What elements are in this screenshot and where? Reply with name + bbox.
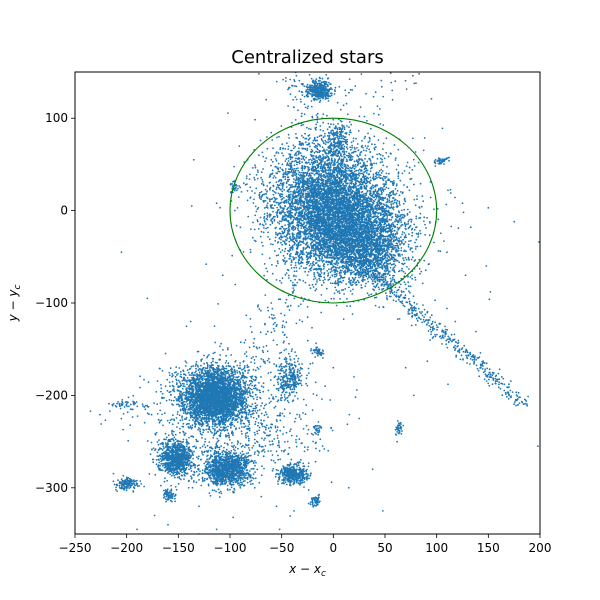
y-tick-label: −100 bbox=[35, 296, 68, 310]
x-tick-label: −150 bbox=[162, 541, 195, 555]
y-tick-label: −200 bbox=[35, 388, 68, 402]
x-tick-label: −200 bbox=[110, 541, 143, 555]
y-tick-label: −300 bbox=[35, 481, 68, 495]
x-tick-label: 200 bbox=[529, 541, 552, 555]
x-tick-label: −50 bbox=[269, 541, 294, 555]
x-tick-label: 150 bbox=[477, 541, 500, 555]
y-tick-label: 100 bbox=[45, 111, 68, 125]
x-tick-label: −100 bbox=[214, 541, 247, 555]
chart-title: Centralized stars bbox=[231, 47, 383, 68]
x-tick-label: 100 bbox=[425, 541, 448, 555]
x-tick-label: −250 bbox=[59, 541, 92, 555]
x-tick-label: 50 bbox=[377, 541, 392, 555]
x-tick-label: 0 bbox=[330, 541, 338, 555]
y-tick-label: 0 bbox=[60, 204, 68, 218]
